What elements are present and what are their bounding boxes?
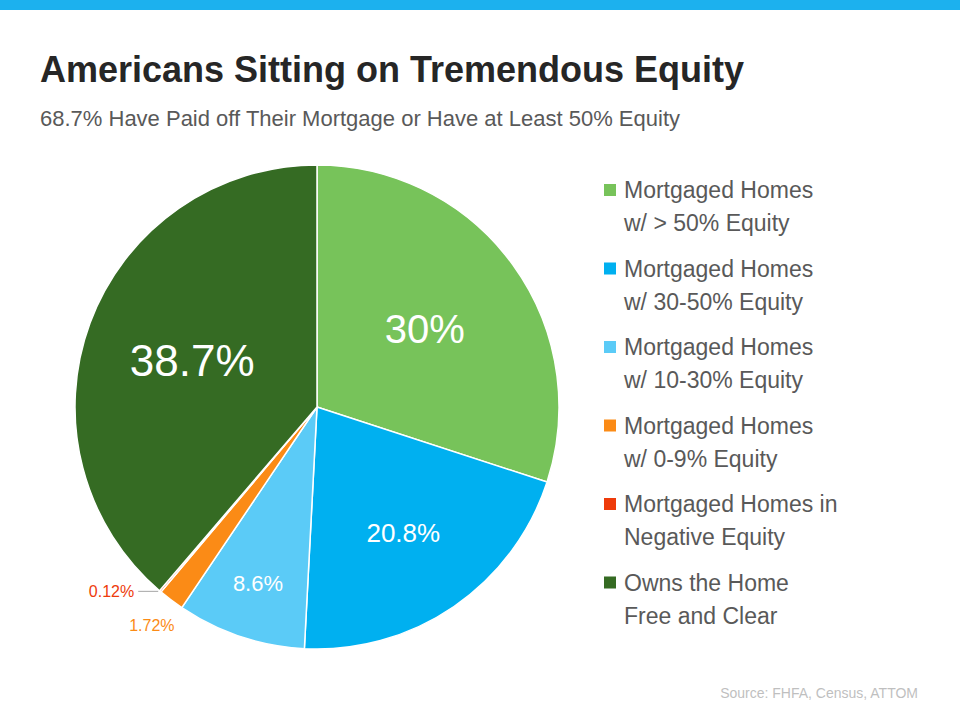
legend-label: Mortgaged Homes w/ 0-9% Equity	[623, 413, 820, 472]
legend-label-line: Mortgaged Homes	[624, 334, 820, 360]
legend-label: Mortgaged Homes w/ 30-50% Equity	[623, 256, 820, 315]
chart: Americans Sitting on Tremendous Equity 68…	[0, 0, 960, 720]
legend-label-line: w/ > 50% Equity	[623, 210, 790, 236]
legend-swatch	[604, 577, 616, 589]
legend-label-line: Mortgaged Homes	[624, 177, 820, 203]
legend-swatch	[604, 184, 616, 196]
legend-label-line: Mortgaged Homes in	[624, 491, 844, 517]
legend-label: Mortgaged Homes w/ 10-30% Equity	[623, 334, 820, 393]
pie-slice	[304, 407, 547, 649]
data-label: 1.72%	[129, 617, 174, 634]
legend-swatch	[604, 420, 616, 432]
legend-label: Mortgaged Homes w/ > 50% Equity	[623, 177, 820, 236]
legend-label-line: Free and Clear	[624, 603, 778, 629]
legend: Mortgaged Homes w/ > 50% EquityMortgaged…	[604, 177, 844, 629]
legend-label-line: Mortgaged Homes	[624, 413, 820, 439]
legend-swatch	[604, 341, 616, 353]
legend-label-line: Mortgaged Homes	[624, 256, 820, 282]
legend-label-line: Owns the Home	[624, 570, 795, 596]
data-label: 30%	[385, 307, 465, 351]
data-label: 38.7%	[130, 336, 255, 385]
subtitle: 68.7% Have Paid off Their Mortgage or Ha…	[40, 106, 680, 131]
data-label: 8.6%	[233, 571, 283, 596]
data-labels: 30% 20.8% 8.6% 1.72% 0.12% 38.7%	[89, 307, 465, 634]
legend-label-line: w/ 0-9% Equity	[623, 446, 778, 472]
top-band	[0, 0, 960, 10]
data-label: 0.12%	[89, 583, 134, 600]
data-label: 20.8%	[366, 518, 440, 548]
leader-line	[138, 591, 158, 592]
source: Source: FHFA, Census, ATTOM	[720, 685, 918, 701]
title: Americans Sitting on Tremendous Equity	[40, 49, 744, 90]
legend-label: Mortgaged Homes in Negative Equity	[624, 491, 844, 550]
legend-swatch	[604, 498, 616, 510]
legend-label: Owns the Home Free and Clear	[624, 570, 795, 629]
legend-label-line: w/ 10-30% Equity	[623, 367, 803, 393]
legend-label-line: Negative Equity	[624, 524, 786, 550]
legend-label-line: w/ 30-50% Equity	[623, 289, 803, 315]
pie	[75, 165, 559, 649]
legend-swatch	[604, 263, 616, 275]
pie-slice	[75, 165, 317, 591]
